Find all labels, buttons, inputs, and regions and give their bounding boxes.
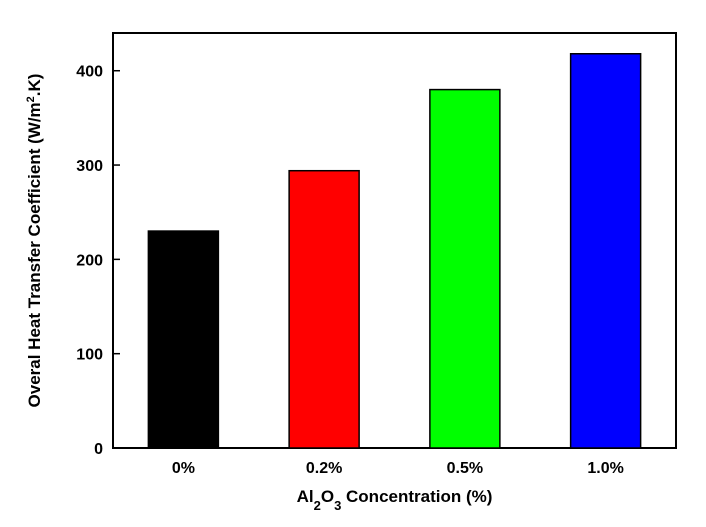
y-axis-label: Overal Heat Transfer Coefficient (W/m2.K… [25,74,44,408]
x-axis-label-suffix: Concentration (%) [341,487,492,506]
x-axis-label-al: Al [297,487,314,506]
bar-0-2- [288,169,360,449]
bars-group [147,53,642,449]
bar-0- [147,230,220,449]
x-tick-label: 1.0% [587,460,623,477]
x-axis-label-subscript-3: 3 [334,498,341,513]
y-tick-label: 0 [94,441,103,458]
y-axis-ticks: 0 100 200 300 400 [76,64,120,458]
bar-0-5- [429,88,501,449]
y-tick-label: 300 [76,158,103,175]
y-tick-label: 200 [76,252,103,269]
y-axis-label-main: Overal Heat Transfer Coefficient (W/m [25,102,44,407]
y-tick-label: 100 [76,347,103,364]
y-axis-label-suffix: .K) [25,74,44,97]
y-tick-label: 400 [76,64,103,81]
x-tick-label: 0% [172,460,195,477]
bar-1-0- [569,53,642,449]
x-axis-label-subscript-2: 2 [314,498,321,513]
x-tick-label: 0.2% [306,460,342,477]
x-tick-label: 0.5% [447,460,483,477]
plot-frame [112,32,677,449]
y-axis-label-superscript: 2 [25,96,37,102]
x-axis-label-o: O [321,487,334,506]
x-axis-ticks: 0% 0.2% 0.5% 1.0% [172,460,624,477]
x-axis-label: Al2O3 Concentration (%) [297,487,493,513]
